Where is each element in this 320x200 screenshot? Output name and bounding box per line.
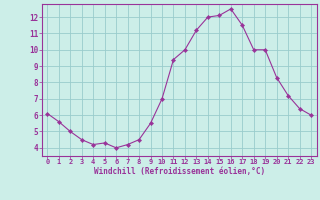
X-axis label: Windchill (Refroidissement éolien,°C): Windchill (Refroidissement éolien,°C): [94, 167, 265, 176]
